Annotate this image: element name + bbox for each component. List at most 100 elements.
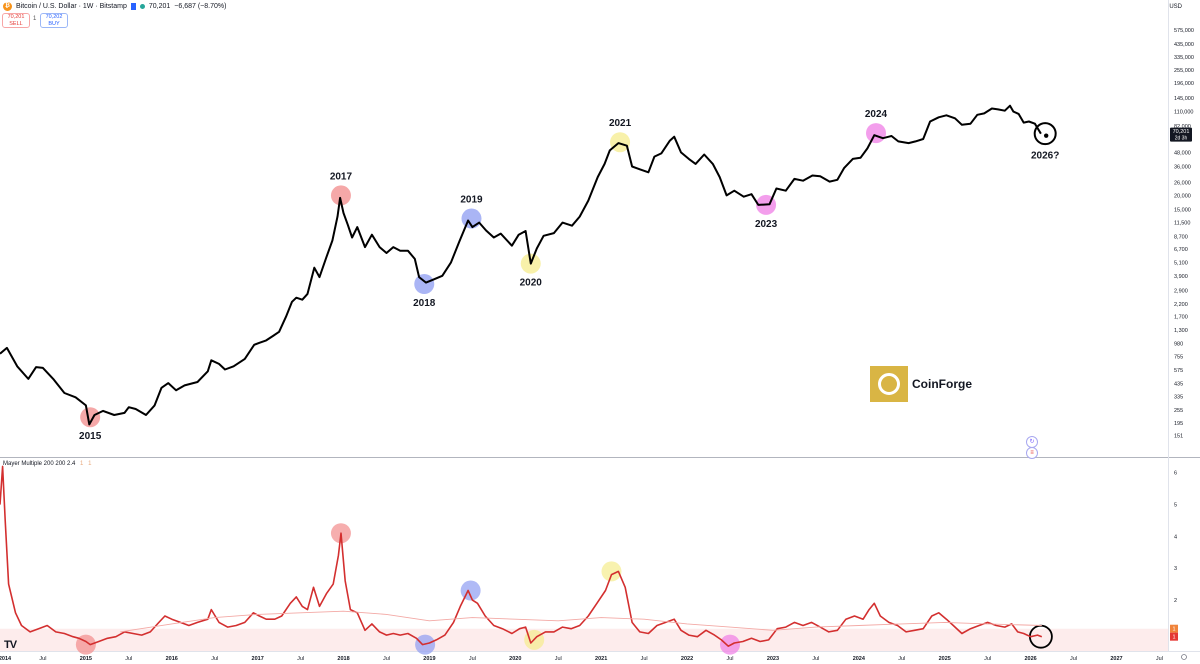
price-tick-label: 82,000	[1174, 124, 1191, 130]
indicator-value-tag	[1170, 624, 1178, 633]
time-tick-label: 2026	[1024, 656, 1036, 662]
time-tick-label: Jul	[641, 656, 648, 662]
market-status-icon	[139, 4, 145, 9]
flag-icon[interactable]	[130, 3, 136, 10]
time-tick-label: 2022	[681, 656, 693, 662]
sell-label: SELL	[9, 21, 23, 27]
time-tick-label: 2023	[767, 656, 779, 662]
price-tick-label: 435	[1174, 382, 1183, 388]
time-tick-label: Jul	[555, 656, 562, 662]
price-tick-label: 980	[1174, 342, 1183, 348]
price-tick-label: 15,000	[1174, 208, 1191, 214]
time-tick-label: Jul	[211, 656, 218, 662]
last-price-tag-value: 70,201	[1173, 129, 1190, 135]
btc-price-line	[0, 104, 1042, 426]
price-tick-label: 255,000	[1174, 68, 1194, 74]
settings-gear-icon	[1181, 654, 1187, 660]
price-tick-label: 1,700	[1174, 315, 1188, 321]
buy-price: 70,202	[45, 14, 63, 20]
price-tick-label: 575	[1174, 368, 1183, 374]
price-tick-label: 145,000	[1174, 96, 1194, 102]
cycle-label: 2019	[460, 195, 483, 206]
indicator-tick-label: 4	[1174, 534, 1177, 540]
symbol-header: ₿ Bitcoin / U.S. Dollar · 1W · Bitstamp …	[0, 0, 1160, 32]
time-tick-label: Jul	[984, 656, 991, 662]
price-tick-label: 2,900	[1174, 288, 1188, 294]
mayer-multiple-line	[0, 465, 1043, 648]
target-ring-marker	[1033, 122, 1057, 146]
time-tick-label: Jul	[726, 656, 733, 662]
time-tick-label: Jul	[125, 656, 132, 662]
cycle-label: 2017	[330, 171, 353, 182]
price-tick-label: 195	[1174, 421, 1183, 427]
currency-label[interactable]: USD	[1169, 4, 1182, 10]
time-tick-label: 2024	[853, 656, 866, 662]
symbol-title-row[interactable]: ₿ Bitcoin / U.S. Dollar · 1W · Bitstamp …	[3, 2, 226, 11]
sell-price: 70,201	[7, 14, 25, 20]
time-tick-label: Jul	[469, 656, 476, 662]
indicator-value-tag	[1170, 632, 1178, 641]
time-tick-label: 2025	[939, 656, 951, 662]
time-tick-label: Jul	[297, 656, 304, 662]
price-tick-label: 335	[1174, 395, 1183, 401]
time-tick-label: 2014	[0, 656, 12, 662]
brand-name: CoinForge	[912, 377, 972, 391]
cycle-marker	[330, 185, 351, 206]
spread-value: 1	[33, 16, 37, 22]
last-price: 70,201	[148, 3, 171, 10]
low-multiple-band	[0, 628, 1168, 651]
time-tick-label: 2027	[1110, 656, 1122, 662]
coinforge-logo-icon	[870, 366, 908, 402]
price-tick-label: 755	[1174, 355, 1183, 361]
price-tick-label: 36,000	[1174, 165, 1191, 171]
indicator-tick-label: 2	[1174, 598, 1177, 604]
buy-button[interactable]: 70,202 BUY	[40, 13, 68, 28]
price-tick-label: 11,500	[1174, 221, 1190, 227]
cycle-label: 2023	[755, 219, 778, 230]
last-price-tag	[1170, 127, 1192, 142]
price-tick-label: 255	[1174, 408, 1183, 414]
price-tick-label: 196,000	[1174, 81, 1194, 87]
time-tick-label: 2020	[509, 656, 521, 662]
indicator-value-1: 1	[80, 461, 84, 467]
price-tick-label: 20,000	[1174, 193, 1191, 199]
price-tick-label: 26,000	[1174, 181, 1191, 187]
price-tick-label: 5,100	[1174, 261, 1188, 267]
cycle-label: 2021	[609, 118, 632, 129]
bitcoin-icon: ₿	[3, 2, 12, 11]
time-tick-label: Jul	[383, 656, 390, 662]
price-change: −6,687 (−8.70%)	[174, 3, 227, 10]
price-tick-label: 2,200	[1174, 302, 1188, 308]
time-tick-label: 2021	[595, 656, 607, 662]
sell-button[interactable]: 70,201 SELL	[2, 13, 30, 28]
time-tick-label: 2017	[252, 656, 264, 662]
tradingview-logo[interactable]: TV	[4, 639, 17, 651]
symbol-title[interactable]: Bitcoin / U.S. Dollar · 1W · Bitstamp	[16, 3, 127, 10]
indicator-value-tag-label: 1	[1172, 635, 1175, 641]
current-price-dot	[1043, 133, 1049, 138]
cycle-marker	[414, 274, 435, 295]
indicator-tick-label: 6	[1174, 471, 1177, 477]
indicator-cycle-marker	[601, 561, 622, 582]
cycle-label: 2020	[520, 278, 543, 289]
coinforge-watermark: CoinForge	[870, 366, 972, 402]
cycle-label: 2015	[79, 431, 102, 442]
indicator-value-2: 1	[88, 461, 92, 467]
us-flag-icon[interactable]: ≡	[1026, 447, 1038, 459]
buy-label: BUY	[48, 21, 60, 27]
indicator-value-tag-label: 1	[1172, 627, 1175, 633]
price-tick-label: 335,000	[1174, 55, 1194, 61]
indicator-legend[interactable]: Mayer Multiple 200 200 2.4 1 1	[3, 461, 91, 467]
time-tick-label: 2018	[337, 656, 349, 662]
indicator-tick-label: 3	[1174, 566, 1177, 572]
time-tick-label: Jul	[39, 656, 46, 662]
time-tick-label: Jul	[1070, 656, 1077, 662]
price-tick-label: 1,300	[1174, 328, 1188, 334]
cycle-marker	[80, 407, 101, 428]
time-tick-label: 2015	[80, 656, 92, 662]
time-tick-label: 2016	[166, 656, 178, 662]
cycle-label: 2018	[413, 298, 436, 309]
bar-countdown: 2d 3h	[1175, 136, 1188, 142]
time-tick-label: Jul	[1156, 656, 1163, 662]
